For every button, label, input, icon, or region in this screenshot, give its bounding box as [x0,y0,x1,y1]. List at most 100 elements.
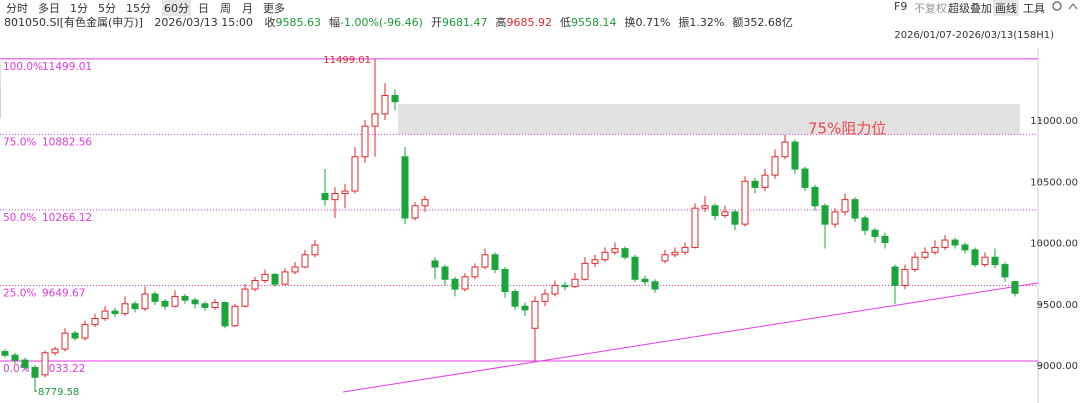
quote-field: 开9681.47 [431,16,488,29]
quote-value: 1.32% [689,16,725,29]
timeframe-tab[interactable]: 分时 [6,2,28,15]
candle-body [471,266,479,278]
candle-body [571,278,579,288]
fib-ratio: 50.0% [3,212,36,224]
collapse-icon[interactable] [1068,2,1078,10]
candle-body [71,332,79,339]
candle-body [401,156,409,219]
quote-value: 9681.47 [441,16,488,29]
quote-value: 9685.92 [506,16,552,29]
fib-price: 10266.12 [42,212,92,224]
quote-field: 高9685.92 [495,16,552,29]
candle-body [481,254,489,268]
candle-body [801,168,809,188]
candle-body [921,251,929,258]
candle-body [251,280,259,290]
candle-body [371,113,379,127]
fib-price: 9033.22 [42,363,85,375]
candle-body [91,317,99,326]
candle-body [231,305,239,327]
fib-ratio: 25.0% [3,287,36,299]
timeframe-tab[interactable]: 1分 [70,2,88,15]
candle-body [661,254,669,262]
candle-body [381,95,389,115]
quote-field: 换0.71% [624,16,670,29]
candle-body [511,291,519,307]
quote-value: 352.68亿 [743,16,793,29]
tool-button[interactable]: F9 [894,0,908,13]
fib-ratio: 75.0% [3,136,36,148]
candle-body [171,295,179,307]
quote-field: 幅-1.00%(-96.46) [329,16,423,29]
candle-body [201,303,209,308]
candle-body [671,251,679,256]
y-tick-label: 9000.00 [1037,361,1078,372]
candle-body [1,351,9,356]
zone-edge [0,61,1,119]
candle-body [761,174,769,188]
candle-body [551,284,559,295]
candle-body [431,260,439,268]
candle-body [341,190,349,195]
candle-body [831,211,839,225]
candle-body [211,302,219,308]
candle-body [1011,281,1019,294]
candle-body [771,156,779,176]
quote-label: 开 [430,16,442,29]
candle-body [461,276,469,290]
tool-button[interactable]: 不复权 [914,2,947,15]
quote-label: 高 [495,16,507,29]
quote-label: 额 [732,16,744,29]
candle-body [961,244,969,251]
candle-body [501,268,509,293]
candle-body [851,199,859,219]
candle-body [421,199,429,207]
candle-body [741,180,749,225]
toolbar: 分时 多日 1分 5分 15分 60分日周月更多 F9 不复权 超级叠加 画线 工具 [0,0,1080,16]
fib-price: 11499.01 [42,61,92,73]
max-label: 11499.01 [323,55,371,66]
timeframe-tab[interactable]: 5分 [98,2,116,15]
quote-value: 9585.63 [275,16,322,29]
candle-body [321,193,329,201]
candle-body [451,278,459,290]
timeframe-tab[interactable]: 更多 [263,2,285,15]
candle-body [161,300,169,307]
timeframe-tab[interactable]: 日 [198,2,209,15]
timeframe-tab[interactable]: 60分 [162,0,191,16]
candle-body [31,366,39,378]
candle-body [841,199,849,213]
candle-body [681,246,689,253]
candle-body [601,251,609,261]
settings-icon[interactable] [1052,1,1062,11]
tool-button[interactable]: 超级叠加 [948,2,992,15]
candle-body [751,180,759,188]
quote-value: -1.00%(-96.46) [340,16,423,29]
quote-bar: 801050.SI[有色金属(申万)] 2026/03/13 15:00 收95… [4,14,801,30]
timeframe-tab[interactable]: 15分 [126,2,151,15]
candle-body [721,211,729,217]
quote-label: 换 [624,16,636,29]
timeframe-tab[interactable]: 月 [242,2,253,15]
quote-time: 2026/03/13 15:00 [154,16,253,29]
candle-body [291,266,299,273]
timeframe-tab[interactable]: 周 [220,2,231,15]
candle-body [971,249,979,266]
fib-price: 9649.67 [42,287,85,299]
candle-body [351,156,359,192]
timeframe-tab[interactable]: 多日 [38,2,60,15]
candle-body [791,141,799,170]
tool-button[interactable]: 画线 [993,0,1019,16]
candle-body [61,332,69,350]
candle-body [271,273,279,285]
candle-body [301,254,309,268]
candle-body [41,352,49,376]
candle-body [871,229,879,237]
tool-button[interactable]: 工具 [1023,2,1045,15]
candle-body [151,293,159,302]
candle-body [941,239,949,248]
fib-price: 10882.56 [42,136,92,148]
candle-body [441,266,449,280]
